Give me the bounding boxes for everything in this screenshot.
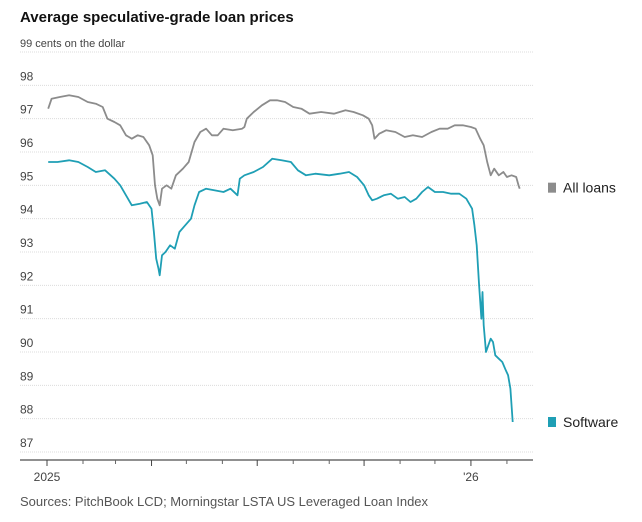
chart-title: Average speculative-grade loan prices xyxy=(20,9,294,26)
y-tick-label-98: 98 xyxy=(20,69,34,83)
y-tick-label-94: 94 xyxy=(20,203,34,217)
series-line-all-loans xyxy=(47,94,521,207)
series-label-all-loans: All loans xyxy=(563,180,616,196)
y-tick-label-88: 88 xyxy=(20,403,34,417)
x-tick-label-2025: 2025 xyxy=(34,470,61,484)
y-tick-label-96: 96 xyxy=(20,136,34,150)
y-tick-label-90: 90 xyxy=(20,336,34,350)
series-lines xyxy=(47,94,521,423)
y-tick-label-89: 89 xyxy=(20,369,34,383)
y-tick-label-97: 97 xyxy=(20,103,34,117)
series-label-software: Software xyxy=(563,414,618,430)
y-tick-label-93: 93 xyxy=(20,236,34,250)
y-tick-label-87: 87 xyxy=(20,436,34,450)
y-tick-label-91: 91 xyxy=(20,303,34,317)
legend-swatch-software xyxy=(548,417,556,427)
series-labels: All loans Software xyxy=(548,180,618,430)
y-tick-label-95: 95 xyxy=(20,169,34,183)
series-line-software xyxy=(48,157,514,423)
axes: 87 88 89 90 91 92 93 94 95 96 97 98 99 cents on the … xyxy=(20,38,533,484)
y-tick-label-99: 99 cents on the dollar xyxy=(20,38,126,50)
line-chart: 87 88 89 90 91 92 93 94 95 96 97 98 99 cents on the … xyxy=(20,38,618,484)
source-note: Sources: PitchBook LCD; Morningstar LSTA… xyxy=(20,494,429,509)
y-tick-label-92: 92 xyxy=(20,269,34,283)
grid-lines xyxy=(20,51,533,453)
legend-swatch-all-loans xyxy=(548,182,556,193)
x-tick-label-26: '26 xyxy=(463,470,479,484)
